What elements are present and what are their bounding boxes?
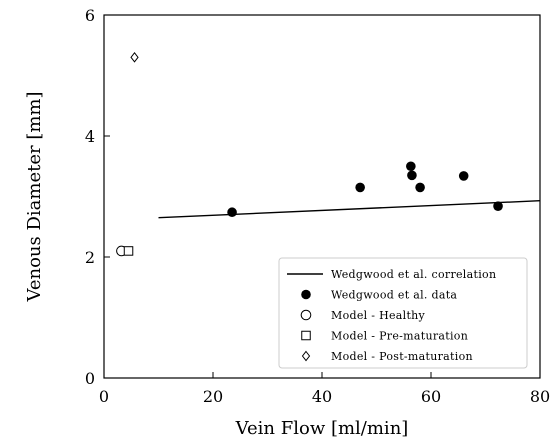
legend-marker bbox=[301, 350, 311, 362]
legend-box bbox=[278, 257, 528, 369]
x-axis-title: Vein Flow [ml/min] bbox=[235, 418, 409, 439]
data-point bbox=[227, 207, 237, 218]
data-point bbox=[123, 246, 134, 256]
legend-label: Model - Healthy bbox=[331, 309, 426, 322]
legend-label: Model - Post-maturation bbox=[331, 350, 473, 363]
y-tick-label: 4 bbox=[85, 127, 95, 146]
y-axis-title: Venous Diameter [mm] bbox=[24, 91, 45, 302]
data-point bbox=[406, 161, 416, 172]
y-tick-label: 6 bbox=[85, 6, 95, 25]
series-line-correlation bbox=[158, 200, 541, 219]
x-tick-label: 40 bbox=[312, 387, 332, 406]
legend: Wedgwood et al. correlation Wedgwood et a… bbox=[278, 257, 528, 369]
legend-marker bbox=[300, 309, 312, 321]
y-tick-label: 0 bbox=[85, 369, 95, 388]
y-tick-label: 2 bbox=[85, 248, 95, 267]
x-tick-label: 80 bbox=[530, 387, 550, 406]
legend-label: Wedgwood et al. correlation bbox=[331, 268, 496, 281]
data-point bbox=[130, 52, 139, 63]
legend-label: Model - Pre-maturation bbox=[331, 330, 468, 343]
data-point bbox=[355, 182, 365, 193]
data-point bbox=[493, 201, 503, 211]
x-tick-label: 60 bbox=[421, 387, 441, 406]
legend-marker bbox=[301, 289, 311, 300]
legend-label: Wedgwood et al. data bbox=[331, 289, 457, 302]
plot-area bbox=[116, 52, 541, 257]
axes: 0 20 40 60 80 0 2 4 6 bbox=[85, 6, 550, 406]
x-tick-label: 20 bbox=[203, 387, 223, 406]
data-point bbox=[407, 170, 417, 181]
data-point bbox=[415, 182, 425, 193]
data-point bbox=[458, 171, 469, 181]
x-tick-label: 0 bbox=[99, 387, 109, 406]
legend-marker bbox=[301, 330, 311, 341]
